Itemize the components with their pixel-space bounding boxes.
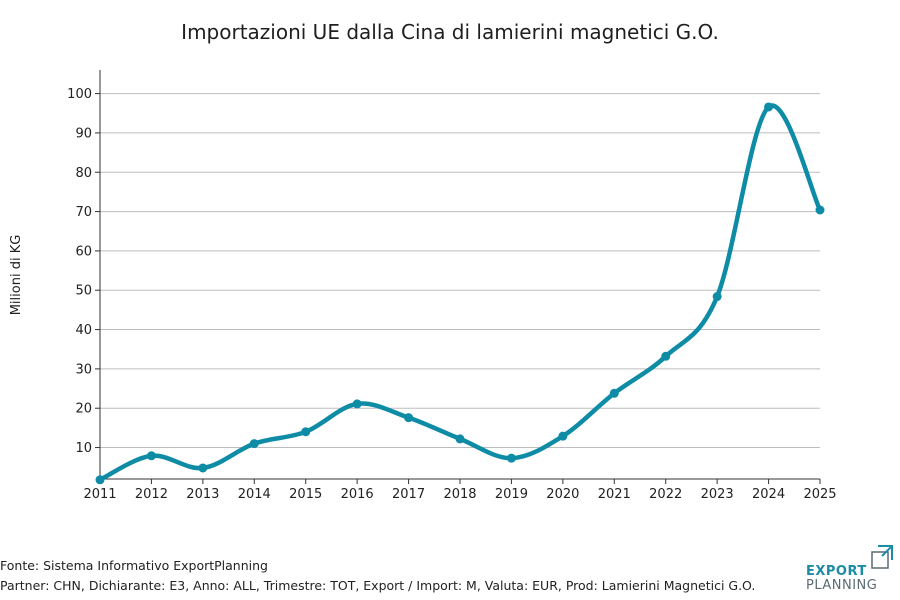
data-point-2011[interactable] <box>95 475 105 485</box>
y-axis-label: Milioni di KG <box>9 235 24 316</box>
data-point-2013[interactable] <box>198 463 208 473</box>
x-tick-label: 2011 <box>83 487 116 502</box>
brand-name-planning: PLANNING <box>806 578 878 593</box>
y-tick-label: 70 <box>75 205 92 220</box>
y-tick-label: 100 <box>67 87 92 102</box>
data-point-2020[interactable] <box>558 431 568 441</box>
x-tick-label: 2018 <box>443 487 476 502</box>
tick-labels: 10 20 30 40 50 60 70 80 90 100 2011 2012 2013 2014 201… <box>67 87 836 502</box>
chart-title: Importazioni UE dalla Cina di lamierini … <box>181 20 719 44</box>
x-tick-label: 2022 <box>649 487 682 502</box>
data-point-2018[interactable] <box>455 434 465 444</box>
data-point-2014[interactable] <box>249 439 259 449</box>
data-point-2024[interactable] <box>764 102 774 112</box>
data-point-2019[interactable] <box>506 453 516 463</box>
brand-logo: EXPORT PLANNING <box>800 544 896 594</box>
x-tick-label: 2015 <box>289 487 322 502</box>
y-tick-label: 40 <box>75 323 92 338</box>
grid-lines <box>100 93 820 449</box>
data-point-2022[interactable] <box>661 351 671 361</box>
x-tick-label: 2017 <box>392 487 425 502</box>
data-point-2015[interactable] <box>301 427 311 437</box>
x-tick-label: 2020 <box>546 487 579 502</box>
data-point-2025[interactable] <box>815 205 825 215</box>
y-tick-label: 10 <box>75 441 92 456</box>
x-tick-label: 2025 <box>803 487 836 502</box>
x-tick-label: 2016 <box>341 487 374 502</box>
y-tick-label: 60 <box>75 244 92 259</box>
series-line-0 <box>97 103 823 483</box>
x-tick-label: 2014 <box>238 487 271 502</box>
data-point-2016[interactable] <box>352 399 362 409</box>
axes <box>95 70 821 484</box>
data-point-2012[interactable] <box>146 451 156 461</box>
data-point-2021[interactable] <box>609 388 619 398</box>
x-tick-label: 2021 <box>598 487 631 502</box>
y-tick-label: 50 <box>75 284 92 299</box>
series-layer <box>95 102 825 485</box>
x-tick-label: 2023 <box>701 487 734 502</box>
y-tick-label: 90 <box>75 126 92 141</box>
y-tick-label: 30 <box>75 362 92 377</box>
x-tick-label: 2019 <box>495 487 528 502</box>
data-point-2023[interactable] <box>712 292 722 302</box>
footer-source: Fonte: Sistema Informativo ExportPlannin… <box>0 558 268 573</box>
x-tick-label: 2012 <box>135 487 168 502</box>
x-tick-label: 2013 <box>186 487 219 502</box>
y-tick-label: 80 <box>75 166 92 181</box>
y-tick-label: 20 <box>75 402 92 417</box>
x-tick-label: 2024 <box>752 487 785 502</box>
brand-name-export: EXPORT <box>806 564 867 579</box>
footer-details: Partner: CHN, Dichiarante: E3, Anno: ALL… <box>0 578 756 593</box>
export-planning-logo-icon <box>871 545 893 569</box>
data-point-2017[interactable] <box>404 413 414 423</box>
